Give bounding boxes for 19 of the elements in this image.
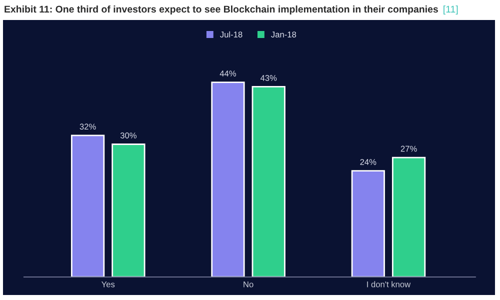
bar xyxy=(211,82,245,277)
data-label: 32% xyxy=(80,124,96,130)
x-tick-label: I don't know xyxy=(367,281,411,288)
data-label: 43% xyxy=(260,75,277,81)
bar xyxy=(112,144,146,277)
bar xyxy=(351,170,385,277)
bar xyxy=(70,134,105,277)
legend-label: Jan-18 xyxy=(271,32,296,38)
data-label: 27% xyxy=(400,146,417,152)
x-tick-label: No xyxy=(244,281,254,288)
bar xyxy=(252,86,286,277)
legend-label: Jul-18 xyxy=(220,31,242,38)
data-label: 44% xyxy=(220,70,236,76)
x-tick-label: Yes xyxy=(102,281,115,288)
data-label: 24% xyxy=(360,159,376,165)
bar xyxy=(392,156,426,277)
text: [11] xyxy=(444,5,458,15)
chart-title: Exhibit 11: One third of investors expect to see Blockchain implementation in their companies xyxy=(4,5,438,15)
data-label: 30% xyxy=(120,132,136,138)
